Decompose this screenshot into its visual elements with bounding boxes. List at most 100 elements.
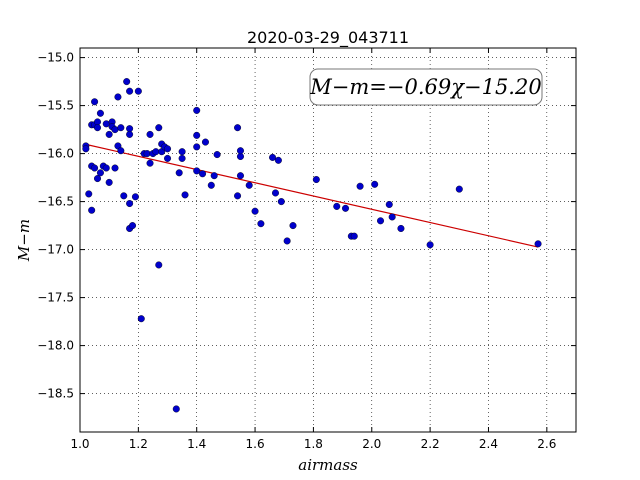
y-tick-label: −15.0 xyxy=(37,51,74,65)
data-point xyxy=(143,150,151,158)
data-point xyxy=(193,106,201,114)
y-tick-label: −16.0 xyxy=(37,147,74,161)
data-point xyxy=(199,170,207,178)
y-tick-label: −15.5 xyxy=(37,99,74,113)
data-point xyxy=(111,164,119,172)
y-tick-label: −16.5 xyxy=(37,195,74,209)
data-point xyxy=(181,191,189,199)
data-point xyxy=(356,182,364,190)
data-point xyxy=(96,109,104,117)
fit-equation-box: M−m=−0.69χ−15.20 xyxy=(309,68,543,106)
axis-ticks: 1.0 1.2 1.4 1.6 1.8 2.0 2.2 2.4 2.6 −15.0 −15.5 −16… xyxy=(37,48,576,451)
x-tick-label: 2.4 xyxy=(479,437,498,451)
data-point xyxy=(371,180,379,188)
data-point xyxy=(102,120,110,128)
data-point xyxy=(85,190,93,198)
data-point xyxy=(152,148,160,156)
data-point xyxy=(388,213,396,221)
data-point xyxy=(131,193,139,201)
data-point xyxy=(193,167,201,175)
data-point xyxy=(91,164,99,172)
y-tick-label: −18.0 xyxy=(37,339,74,353)
data-point xyxy=(178,148,186,156)
y-axis-label: M−m xyxy=(15,219,33,262)
data-point xyxy=(94,175,102,183)
fit-line-group xyxy=(85,143,539,248)
x-tick-label: 2.0 xyxy=(362,437,381,451)
x-tick-label: 1.0 xyxy=(70,437,89,451)
data-point xyxy=(342,204,350,212)
data-point xyxy=(91,98,99,106)
data-point xyxy=(114,93,122,101)
y-tick-label: −18.5 xyxy=(37,387,74,401)
data-point xyxy=(245,181,253,189)
fit-equation-box-border xyxy=(309,68,543,106)
data-point xyxy=(88,206,96,214)
data-point xyxy=(102,164,110,172)
data-point xyxy=(117,147,125,155)
data-point xyxy=(257,220,265,228)
data-point xyxy=(126,87,134,95)
data-point xyxy=(105,130,113,138)
data-point xyxy=(175,169,183,177)
data-point xyxy=(455,185,463,193)
data-point xyxy=(236,172,244,180)
data-point xyxy=(207,181,215,189)
data-point xyxy=(397,224,405,232)
data-point xyxy=(234,192,242,200)
data-point xyxy=(210,172,218,180)
data-point xyxy=(172,405,180,413)
data-point xyxy=(82,145,90,153)
data-point xyxy=(213,151,221,159)
x-tick-label: 2.6 xyxy=(537,437,556,451)
data-point xyxy=(137,315,145,323)
data-point xyxy=(164,145,172,153)
y-tick-label: −17.0 xyxy=(37,243,74,257)
plot-area-frame xyxy=(79,47,577,433)
y-tick-label: −17.5 xyxy=(37,291,74,305)
data-point xyxy=(274,156,282,164)
data-point xyxy=(111,126,119,134)
data-point xyxy=(277,198,285,206)
x-tick-label: 1.4 xyxy=(187,437,206,451)
data-point xyxy=(146,130,154,138)
data-point xyxy=(126,130,134,138)
x-axis-label: airmass xyxy=(298,456,358,474)
data-point xyxy=(333,202,341,210)
data-point xyxy=(201,138,209,146)
chart-title: 2020-03-29_043711 xyxy=(247,28,409,48)
data-point xyxy=(350,232,358,240)
data-point xyxy=(271,189,279,197)
fit-line xyxy=(85,143,539,248)
data-point xyxy=(289,222,297,230)
data-point xyxy=(534,240,542,248)
data-point xyxy=(123,78,131,86)
data-point xyxy=(234,124,242,132)
data-point xyxy=(94,124,102,132)
data-point xyxy=(117,124,125,132)
data-point xyxy=(193,143,201,151)
data-points xyxy=(82,78,542,413)
data-point xyxy=(96,169,104,177)
data-point xyxy=(251,207,259,215)
data-point xyxy=(377,217,385,225)
x-tick-label: 1.8 xyxy=(304,437,323,451)
data-point xyxy=(134,87,142,95)
data-point xyxy=(126,200,134,208)
x-tick-label: 2.2 xyxy=(421,437,440,451)
data-point xyxy=(155,124,163,132)
data-point xyxy=(129,222,137,230)
data-point xyxy=(283,237,291,245)
data-point xyxy=(193,131,201,139)
data-point xyxy=(269,153,277,161)
data-point xyxy=(105,178,113,186)
data-point xyxy=(155,261,163,269)
data-point xyxy=(120,192,128,200)
data-point xyxy=(236,147,244,155)
data-point xyxy=(312,176,320,184)
x-tick-label: 1.6 xyxy=(246,437,265,451)
data-point xyxy=(385,200,393,208)
data-point xyxy=(178,154,186,162)
data-point xyxy=(146,159,154,167)
